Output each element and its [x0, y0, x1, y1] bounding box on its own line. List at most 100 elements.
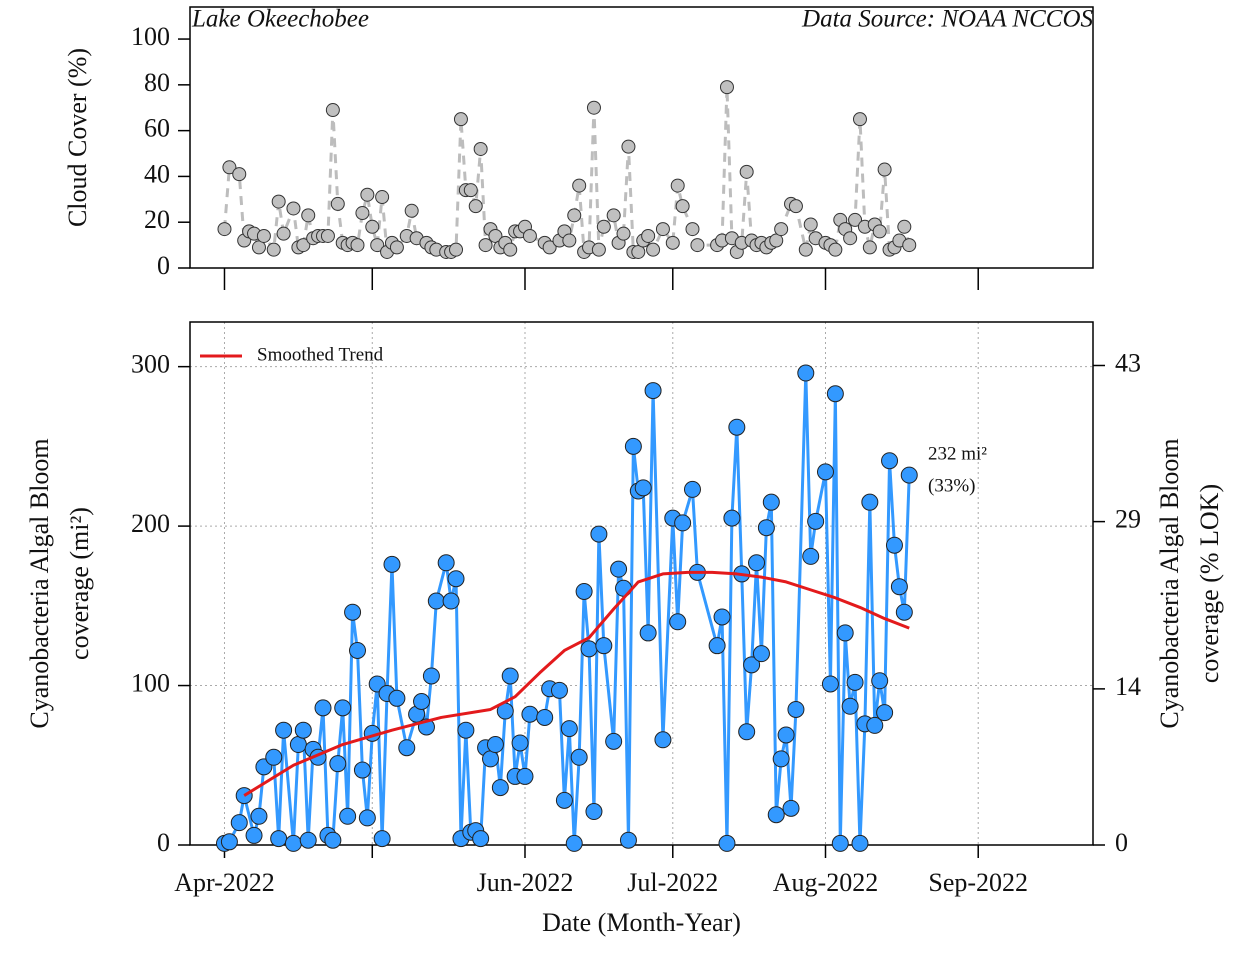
y-tick-label: 60 [144, 114, 170, 143]
point [851, 834, 869, 852]
point [606, 208, 621, 223]
point [890, 578, 908, 596]
annotation: (33%) [928, 475, 975, 496]
point [404, 203, 419, 218]
y2-axis-label: coverage (% LOK) [1195, 484, 1224, 683]
point [516, 767, 534, 785]
point [798, 242, 813, 257]
point [550, 681, 568, 699]
point [325, 103, 340, 118]
point [902, 238, 917, 253]
point [286, 201, 301, 216]
point [639, 624, 657, 642]
point [389, 240, 404, 255]
point [816, 463, 834, 481]
annotation: Data Source: NOAA NCCOS [801, 6, 1093, 33]
plot-frame [189, 321, 1094, 846]
point [782, 799, 800, 817]
x-tick-label: Apr-2022 [174, 868, 275, 897]
point [413, 692, 431, 710]
point [350, 238, 365, 253]
y-tick-label: 20 [144, 205, 170, 234]
point [284, 834, 302, 852]
point [772, 750, 790, 768]
point [670, 178, 685, 193]
point [713, 608, 731, 626]
point [774, 222, 789, 237]
point [719, 80, 734, 95]
point [265, 748, 283, 766]
point [674, 514, 692, 532]
annotation: 232 mi² [928, 443, 987, 464]
point [619, 831, 637, 849]
point [881, 452, 899, 470]
point [299, 831, 317, 849]
plot-frame [189, 6, 1094, 269]
point [472, 830, 490, 848]
point [841, 697, 859, 715]
point [797, 364, 815, 382]
point [728, 418, 746, 436]
point [803, 217, 818, 232]
x-tick-label: Jul-2022 [627, 868, 718, 897]
point [314, 699, 332, 717]
point [437, 554, 455, 572]
point [266, 242, 281, 257]
point [852, 112, 867, 127]
point [866, 716, 884, 734]
y-tick-label: 0 [157, 251, 170, 280]
x-tick-label: Sep-2022 [928, 868, 1028, 897]
point [294, 721, 312, 739]
point [271, 194, 286, 209]
point [301, 208, 316, 223]
point [690, 238, 705, 253]
point [276, 226, 291, 241]
point [358, 809, 376, 827]
point [324, 831, 342, 849]
point [220, 833, 238, 851]
point [447, 570, 465, 588]
point [738, 723, 756, 741]
point [831, 834, 849, 852]
point [616, 226, 631, 241]
point [449, 242, 464, 257]
y2-tick-label: 29 [1115, 505, 1141, 534]
point [463, 183, 478, 198]
point [334, 699, 352, 717]
point [862, 240, 877, 255]
y2-axis-label: Cyanobacteria Algal Bloom [1155, 438, 1184, 728]
point [365, 219, 380, 234]
point [644, 382, 662, 400]
point [675, 199, 690, 214]
point [876, 704, 894, 722]
point [422, 667, 440, 685]
point [388, 689, 406, 707]
point [590, 525, 608, 543]
point [752, 645, 770, 663]
y-tick-label: 300 [131, 350, 170, 379]
point [370, 238, 385, 253]
point [329, 755, 347, 773]
point [871, 672, 889, 690]
y2-tick-label: 14 [1115, 672, 1141, 701]
point [427, 592, 445, 610]
y-axis-label: coverage (mi²) [65, 507, 94, 660]
point [885, 536, 903, 554]
point [739, 164, 754, 179]
point [536, 708, 554, 726]
point [565, 834, 583, 852]
point [522, 228, 537, 243]
y-tick-label: 200 [131, 509, 170, 538]
point [591, 242, 606, 257]
point [836, 624, 854, 642]
point [482, 750, 500, 768]
point [846, 673, 864, 691]
point [511, 734, 529, 752]
point [683, 480, 701, 498]
point [360, 187, 375, 202]
point [821, 675, 839, 693]
point [373, 830, 391, 848]
point [562, 233, 577, 248]
